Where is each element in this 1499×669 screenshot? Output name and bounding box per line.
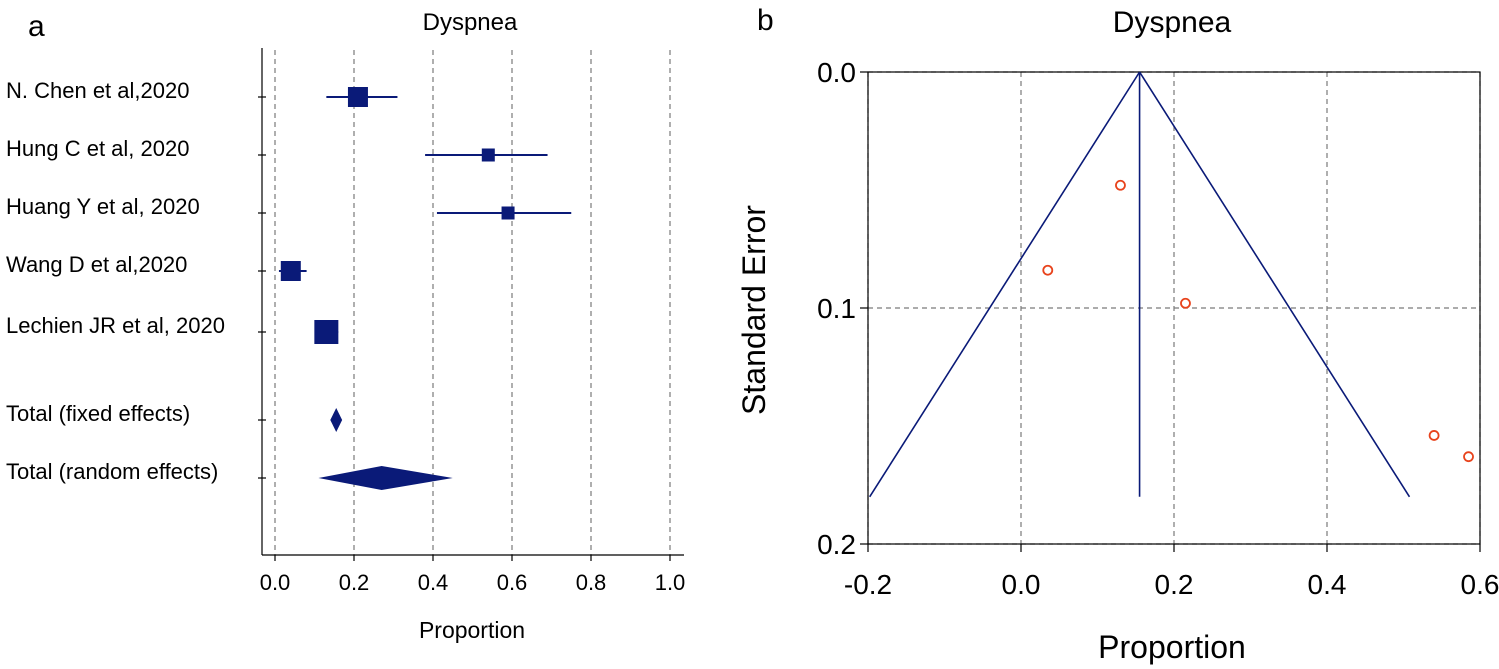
panel-a-study-label: N. Chen et al,2020 [6, 78, 189, 103]
panel-b-study-point [1042, 264, 1054, 276]
panel-a-label: a [28, 10, 45, 43]
panel-b-x-tick-label: 0.2 [1155, 569, 1194, 600]
panel-b-funnel-left-line [869, 71, 1141, 498]
panel-a-x-tick-label: 0.2 [339, 570, 370, 595]
panel-b-label: b [757, 4, 774, 37]
panel-a-study-label: Hung C et al, 2020 [6, 136, 189, 161]
panel-a: a Dyspnea 0.0 0.2 0.4 0.6 0.8 1.0 N. Chen et … [6, 9, 685, 643]
panel-b-x-ticks: -0.2 0.0 0.2 0.4 0.6 [844, 544, 1499, 600]
panel-b: b Dyspnea -0.2 0.0 0.2 0.4 0.6 0.0 0.1 0.2 Pro… [736, 4, 1499, 665]
panel-b-study-point [1180, 297, 1191, 309]
panel-a-estimate-square [314, 320, 339, 344]
panel-a-estimate-square [501, 206, 515, 220]
panel-a-study-label: Lechien JR et al, 2020 [6, 313, 225, 338]
panel-b-funnel-right-line [1138, 71, 1411, 498]
panel-a-total-diamond [318, 466, 453, 490]
panel-a-estimate-square [481, 148, 495, 162]
panel-a-x-tick-label: 0.0 [260, 570, 291, 595]
panel-b-y-ticks: 0.0 0.1 0.2 [817, 57, 868, 560]
panel-b-points [1042, 179, 1474, 463]
panel-a-x-tick-label: 1.0 [655, 570, 686, 595]
panel-b-x-tick-label: 0.6 [1461, 569, 1499, 600]
panel-a-total-label: Total (fixed effects) [6, 401, 190, 426]
panel-b-x-label: Proportion [1098, 629, 1246, 665]
panel-a-study-label: Huang Y et al, 2020 [6, 194, 200, 219]
panel-a-x-tick-label: 0.6 [497, 570, 528, 595]
panel-a-x-label: Proportion [419, 617, 525, 643]
panel-b-title: Dyspnea [1113, 6, 1232, 39]
panel-b-study-point [1115, 179, 1126, 191]
panel-a-estimate-square [280, 261, 301, 281]
panel-a-study-rows: N. Chen et al,2020 Hung C et al, 2020 Huan… [6, 78, 572, 490]
panel-b-study-point [1463, 451, 1474, 463]
panel-b-study-point [1428, 430, 1440, 441]
panel-b-y-label: Standard Error [736, 205, 772, 415]
panel-b-x-tick-label: -0.2 [844, 569, 892, 600]
panel-b-funnel [869, 71, 1411, 498]
panel-a-x-tick-label: 0.8 [576, 570, 607, 595]
panel-b-gridlines [867, 71, 1481, 545]
panel-a-estimate-square [347, 87, 368, 107]
panel-b-y-tick-label: 0.2 [817, 529, 856, 560]
panel-a-gridlines [274, 50, 671, 555]
panel-a-study-label: Wang D et al,2020 [6, 252, 187, 277]
panel-a-total-label: Total (random effects) [6, 459, 218, 484]
panel-a-x-ticks: 0.0 0.2 0.4 0.6 0.8 1.0 [260, 555, 686, 595]
panel-b-y-tick-label: 0.1 [817, 293, 856, 324]
panel-b-y-tick-label: 0.0 [817, 57, 856, 88]
panel-b-x-tick-label: 0.4 [1308, 569, 1347, 600]
panel-a-total-diamond [330, 408, 343, 432]
panel-b-x-tick-label: 0.0 [1002, 569, 1041, 600]
panel-a-x-tick-label: 0.4 [418, 570, 449, 595]
panel-a-title: Dyspnea [423, 9, 518, 36]
